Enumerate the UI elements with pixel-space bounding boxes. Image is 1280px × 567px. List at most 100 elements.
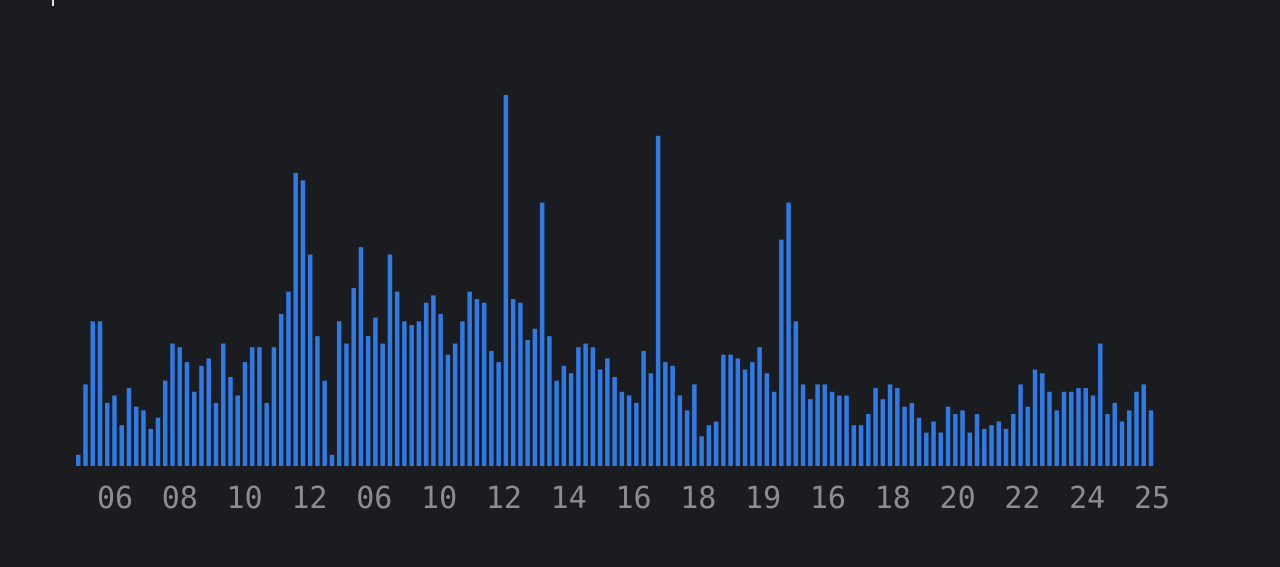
bar [924,432,929,466]
bar [510,299,516,466]
bar [547,336,552,466]
bar [1090,395,1096,466]
bar [300,180,306,466]
bar [844,395,849,466]
bar [445,354,451,466]
bar [235,395,240,466]
bar [162,380,168,466]
bar [576,347,581,466]
bar [307,254,313,466]
bar [460,321,465,466]
bar [663,362,668,466]
bar [452,343,458,466]
bar [1083,388,1089,466]
bar [322,380,327,466]
bar [467,291,472,466]
bar [503,95,509,466]
bar [858,425,864,466]
bar [191,391,197,466]
bar [619,391,625,466]
bar [554,380,559,466]
bar [438,313,443,466]
bar [264,402,269,466]
x-tick-label: 16 [615,481,651,516]
bar [1047,391,1052,466]
bar [982,428,987,466]
bar [583,343,588,466]
bar [416,321,422,466]
bar [336,321,342,466]
bar [518,302,523,466]
bar [90,321,95,466]
bar [220,343,226,466]
bar [257,347,262,466]
bar [373,317,378,466]
bar [648,373,654,466]
bar [786,202,791,466]
bar [938,432,944,466]
bar [771,391,777,466]
bar [684,410,690,466]
bar [423,302,429,466]
bar [170,343,175,466]
bar [605,358,610,466]
bar [394,291,400,466]
x-tick-label: 10 [421,481,457,516]
bar [655,135,661,466]
bar [945,406,951,466]
bar [764,373,770,466]
bar [902,406,907,466]
bar [815,384,820,466]
bar [228,376,233,466]
bar [953,414,958,466]
bar [76,454,81,466]
bar [916,417,922,466]
text-cursor [52,0,54,6]
bar [721,354,726,466]
bar [177,347,182,466]
bar [315,336,320,466]
bar [1134,391,1139,466]
bar [909,402,915,466]
x-tick-label: 24 [1069,481,1105,516]
bar [365,336,371,466]
bar [1003,428,1009,466]
bar [1076,388,1081,466]
bar [1119,421,1125,466]
bar [1069,391,1074,466]
bar [757,347,762,466]
bar [670,365,675,466]
bar [779,239,784,466]
x-tick-label: 10 [227,481,263,516]
bar [590,347,596,466]
bar [851,425,857,466]
bar [431,295,436,466]
x-tick-label: 12 [291,481,327,516]
bar [1148,410,1154,466]
bar [1011,414,1016,466]
bar [271,347,277,466]
bar [358,247,364,466]
bar [873,388,878,466]
bar [155,417,161,466]
bar [692,384,697,466]
x-tick-label: 20 [940,481,976,516]
bar [1098,343,1103,466]
bar [866,414,871,466]
bar [793,321,799,466]
bar [329,454,335,466]
bar [126,388,132,466]
bar [141,410,146,466]
bar [641,350,646,466]
bar [1025,406,1031,466]
bar [104,402,110,466]
bar [119,425,124,466]
x-tick-label: 12 [486,481,522,516]
bar [286,291,291,466]
bar [489,350,494,466]
bar [989,425,994,466]
bar [800,384,806,466]
x-tick-label: 16 [810,481,846,516]
bar [278,313,284,466]
